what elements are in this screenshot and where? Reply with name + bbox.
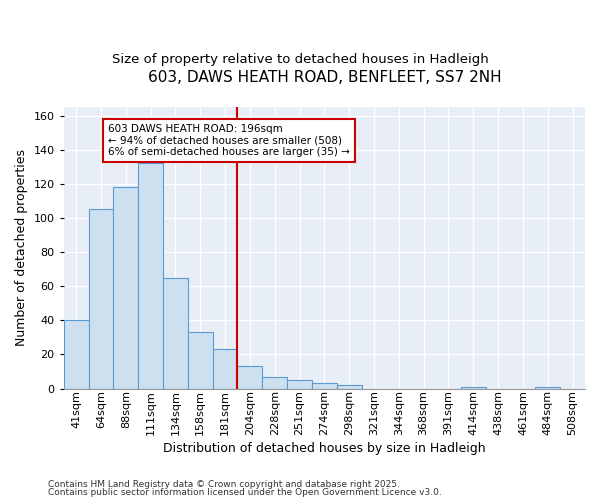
Bar	[312, 384, 337, 388]
Bar	[287, 380, 312, 388]
Bar	[163, 278, 188, 388]
Bar	[64, 320, 89, 388]
Text: Contains public sector information licensed under the Open Government Licence v3: Contains public sector information licen…	[48, 488, 442, 497]
X-axis label: Distribution of detached houses by size in Hadleigh: Distribution of detached houses by size …	[163, 442, 485, 455]
Y-axis label: Number of detached properties: Number of detached properties	[15, 150, 28, 346]
Title: 603, DAWS HEATH ROAD, BENFLEET, SS7 2NH: 603, DAWS HEATH ROAD, BENFLEET, SS7 2NH	[148, 70, 501, 85]
Bar	[138, 164, 163, 388]
Bar	[113, 187, 138, 388]
Text: 603 DAWS HEATH ROAD: 196sqm
← 94% of detached houses are smaller (508)
6% of sem: 603 DAWS HEATH ROAD: 196sqm ← 94% of det…	[109, 124, 350, 158]
Bar	[262, 376, 287, 388]
Text: Size of property relative to detached houses in Hadleigh: Size of property relative to detached ho…	[112, 52, 488, 66]
Bar	[188, 332, 212, 388]
Bar	[238, 366, 262, 388]
Bar	[337, 385, 362, 388]
Bar	[89, 210, 113, 388]
Bar	[212, 350, 238, 389]
Bar	[535, 387, 560, 388]
Bar	[461, 387, 486, 388]
Text: Contains HM Land Registry data © Crown copyright and database right 2025.: Contains HM Land Registry data © Crown c…	[48, 480, 400, 489]
